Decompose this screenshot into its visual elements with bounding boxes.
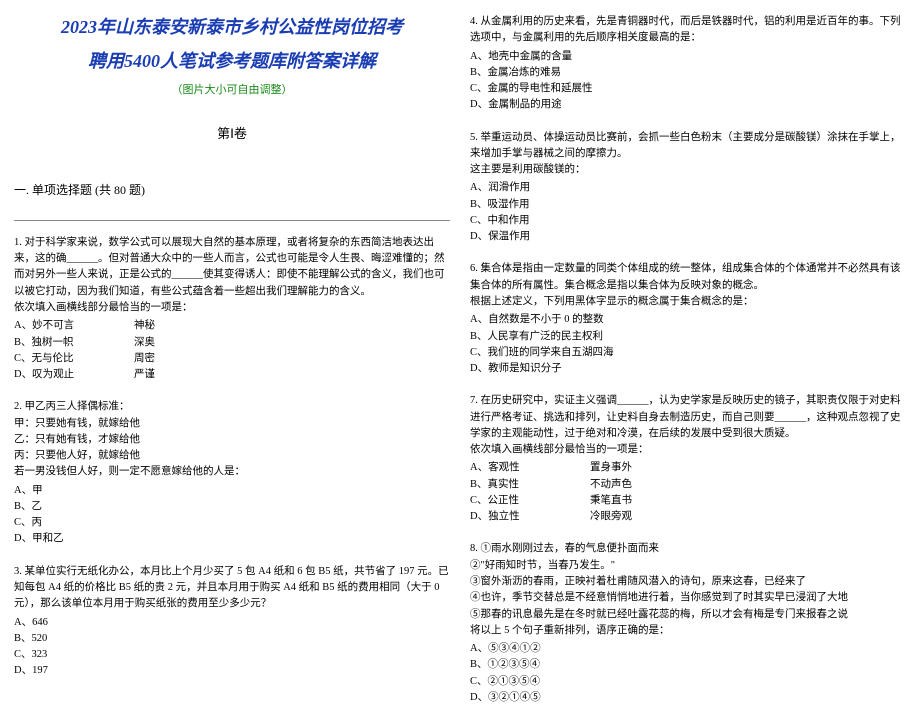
- q2-l4: 若一男没钱但人好，则一定不愿意嫁给他的人是：: [14, 464, 450, 480]
- subtitle: （图片大小可自由调整）: [14, 82, 450, 100]
- q8-opt-a: A、⑤③④①②: [470, 641, 906, 657]
- q6-opt-d: D、教师是知识分子: [470, 361, 906, 377]
- q7-opt-d1: D、独立性: [470, 509, 590, 525]
- q5-opt-d: D、保温作用: [470, 229, 906, 245]
- q2-text: 2. 甲乙丙三人择偶标准：: [14, 399, 450, 415]
- q8-opt-b: B、①②③⑤④: [470, 657, 906, 673]
- q8-l3: ③窗外渐沥的春雨，正映衬着杜甫随风潜入的诗句，原来这春，已经来了: [470, 574, 906, 590]
- q8-l4: ④也许，季节交替总是不经意悄悄地进行着，当你感觉到了时其实早已浸润了大地: [470, 590, 906, 606]
- q7-opt-c1: C、公正性: [470, 493, 590, 509]
- q3-opt-d: D、197: [14, 663, 450, 679]
- q8-l2: ②"好雨知时节，当春乃发生。": [470, 558, 906, 574]
- q5-text: 5. 举重运动员、体操运动员比赛前，会抓一些白色粉末（主要成分是碳酸镁）涂抹在手…: [470, 130, 906, 163]
- q6-opt-a: A、自然数是不小于 0 的整数: [470, 312, 906, 328]
- q4-opt-b: B、金属冶炼的难易: [470, 65, 906, 81]
- q6-l1: 根据上述定义，下列用黑体字显示的概念属于集合概念的是：: [470, 294, 906, 310]
- q1-opt-a2: 神秘: [134, 318, 155, 334]
- q5-opt-a: A、润滑作用: [470, 180, 906, 196]
- q6-opt-b: B、人民享有广泛的民主权利: [470, 329, 906, 345]
- q8-l5: ⑤那春的讯息最先是在冬时就已经吐露花蕊的梅，所以才会有梅是专门来报春之说: [470, 607, 906, 623]
- question-4: 4. 从金属利用的历史来看，先是青铜器时代，而后是铁器时代，铝的利用是近百年的事…: [470, 14, 906, 114]
- q8-opt-c: C、②①③⑤④: [470, 674, 906, 690]
- q7-opt-b2: 不动声色: [590, 477, 632, 493]
- q3-opt-c: C、323: [14, 647, 450, 663]
- q6-opt-c: C、我们班的同学来自五湖四海: [470, 345, 906, 361]
- title-line-2: 聘用5400人笔试参考题库附答案详解: [14, 44, 450, 78]
- q4-opt-d: D、金属制品的用途: [470, 97, 906, 113]
- q7-opt-a1: A、客观性: [470, 460, 590, 476]
- question-2: 2. 甲乙丙三人择偶标准： 甲：只要她有钱，就嫁给他 乙：只有她有钱，才嫁给他 …: [14, 399, 450, 547]
- q1-opt-b1: B、独树一帜: [14, 335, 134, 351]
- question-7: 7. 在历史研究中，实证主义强调______，认为史学家是反映历史的镜子，其职责…: [470, 393, 906, 525]
- q1-text: 1. 对于科学家来说，数学公式可以展现大自然的基本原理，或者将复杂的东西简洁地表…: [14, 235, 450, 300]
- section-divider: [14, 220, 450, 221]
- q1-opt-d1: D、叹为观止: [14, 367, 134, 383]
- q8-opt-d: D、③②①④⑤: [470, 690, 906, 706]
- question-6: 6. 集合体是指由一定数量的同类个体组成的统一整体，组成集合体的个体通常并不必然…: [470, 261, 906, 377]
- q4-text: 4. 从金属利用的历史来看，先是青铜器时代，而后是铁器时代，铝的利用是近百年的事…: [470, 14, 906, 47]
- question-8: 8. ①雨水刚刚过去，春的气息便扑面而来 ②"好雨知时节，当春乃发生。" ③窗外…: [470, 541, 906, 706]
- question-3: 3. 某单位实行无纸化办公，本月比上个月少买了 5 包 A4 纸和 6 包 B5…: [14, 564, 450, 680]
- q1-opt-c2: 周密: [134, 351, 155, 367]
- q2-l2: 乙：只有她有钱，才嫁给他: [14, 432, 450, 448]
- q6-text: 6. 集合体是指由一定数量的同类个体组成的统一整体，组成集合体的个体通常并不必然…: [470, 261, 906, 294]
- q1-opt-c1: C、无与伦比: [14, 351, 134, 367]
- q3-opt-b: B、520: [14, 631, 450, 647]
- q1-opt-a1: A、妙不可言: [14, 318, 134, 334]
- q4-opt-c: C、金属的导电性和延展性: [470, 81, 906, 97]
- q4-opt-a: A、地壳中金属的含量: [470, 49, 906, 65]
- question-5: 5. 举重运动员、体操运动员比赛前，会抓一些白色粉末（主要成分是碳酸镁）涂抹在手…: [470, 130, 906, 246]
- q1-opt-d2: 严谨: [134, 367, 155, 383]
- question-1: 1. 对于科学家来说，数学公式可以展现大自然的基本原理，或者将复杂的东西简洁地表…: [14, 235, 450, 383]
- q2-opt-d: D、甲和乙: [14, 531, 450, 547]
- volume-label: 第Ⅰ卷: [14, 124, 450, 145]
- q2-l1: 甲：只要她有钱，就嫁给他: [14, 416, 450, 432]
- q7-opt-a2: 置身事外: [590, 460, 632, 476]
- q7-opt-c2: 秉笔直书: [590, 493, 632, 509]
- q2-opt-b: B、乙: [14, 499, 450, 515]
- q8-l6: 将以上 5 个句子重新排列，语序正确的是：: [470, 623, 906, 639]
- q7-text: 7. 在历史研究中，实证主义强调______，认为史学家是反映历史的镜子，其职责…: [470, 393, 906, 442]
- q5-opt-c: C、中和作用: [470, 213, 906, 229]
- q2-opt-c: C、丙: [14, 515, 450, 531]
- q3-opt-a: A、646: [14, 615, 450, 631]
- q7-l1: 依次填入画横线部分最恰当的一项是：: [470, 442, 906, 458]
- q1-opt-b2: 深奥: [134, 335, 155, 351]
- title-line-1: 2023年山东泰安新泰市乡村公益性岗位招考: [14, 10, 450, 44]
- section-header: 一. 单项选择题 (共 80 题): [14, 181, 450, 200]
- q8-l1: 8. ①雨水刚刚过去，春的气息便扑面而来: [470, 541, 906, 557]
- q2-opt-a: A、甲: [14, 483, 450, 499]
- q3-text: 3. 某单位实行无纸化办公，本月比上个月少买了 5 包 A4 纸和 6 包 B5…: [14, 564, 450, 613]
- q1-prompt: 依次填入画横线部分最恰当的一项是：: [14, 300, 450, 316]
- main-title: 2023年山东泰安新泰市乡村公益性岗位招考 聘用5400人笔试参考题库附答案详解: [14, 10, 450, 78]
- q7-opt-d2: 冷眼旁观: [590, 509, 632, 525]
- q7-opt-b1: B、真实性: [470, 477, 590, 493]
- q5-l1: 这主要是利用碳酸镁的：: [470, 162, 906, 178]
- q2-l3: 丙：只要他人好，就嫁给他: [14, 448, 450, 464]
- q5-opt-b: B、吸湿作用: [470, 197, 906, 213]
